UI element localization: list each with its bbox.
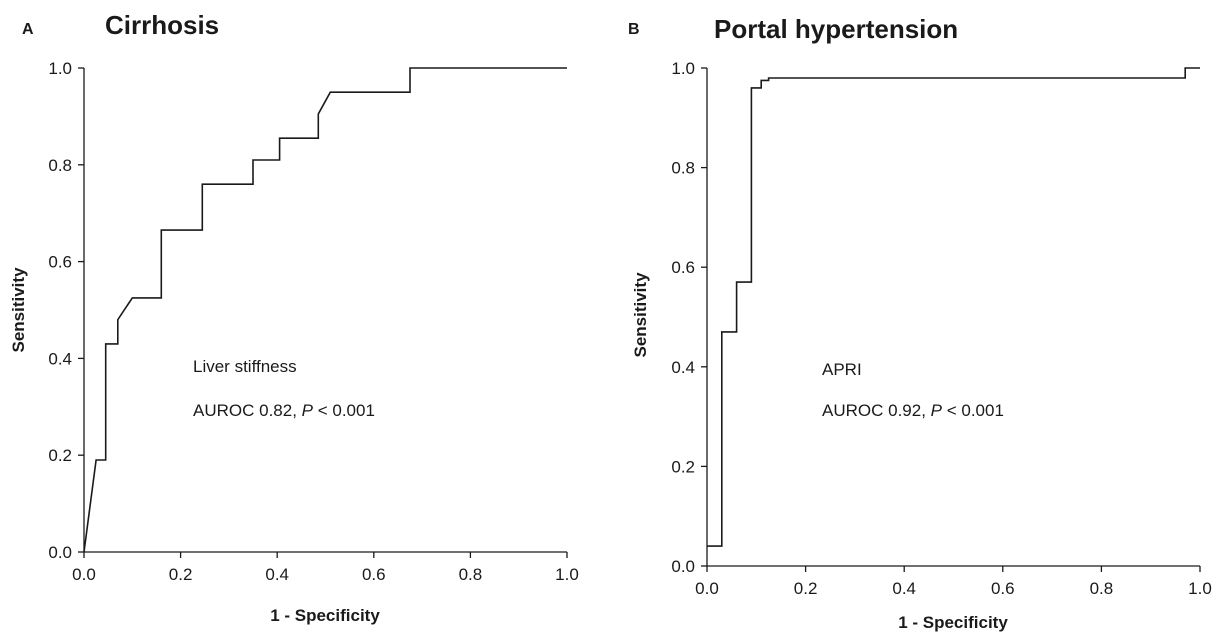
panel-a-y-tick-label: 0.8 — [48, 156, 72, 175]
panel-a-x-tick-label: 0.4 — [265, 565, 289, 584]
panel-b-x-ticks: 0.0 0.2 0.4 0.6 0.8 1.0 — [695, 566, 1212, 598]
panel-b-y-tick-label: 0.4 — [671, 358, 695, 377]
panel-a-p-value: < 0.001 — [313, 401, 375, 420]
panel-b-y-tick-label: 0.2 — [671, 457, 695, 476]
panel-a-roc-curve — [83, 67, 567, 553]
panel-b-x-tick-label: 0.4 — [892, 579, 916, 598]
panel-a-y-ticks: 0.0 0.2 0.4 0.6 0.8 1.0 — [48, 59, 84, 562]
panel-a-y-tick-label: 1.0 — [48, 59, 72, 78]
panel-a-y-tick-label: 0.6 — [48, 253, 72, 272]
panel-b-y-tick-label: 0.6 — [671, 258, 695, 277]
panel-b-roc-curve — [707, 67, 1200, 547]
panel-a-x-tick-label: 0.0 — [72, 565, 96, 584]
panel-b-x-tick-label: 1.0 — [1188, 579, 1212, 598]
panel-a-annotation-auroc: AUROC 0.82, P < 0.001 — [193, 401, 375, 420]
panel-a-auroc-prefix: AUROC 0.82, — [193, 401, 302, 420]
panel-b-x-axis-label: 1 - Specificity — [898, 613, 1008, 632]
panel-a-x-tick-label: 0.2 — [169, 565, 193, 584]
panel-b-title: Portal hypertension — [714, 14, 958, 44]
panel-b-y-tick-label: 1.0 — [671, 59, 695, 78]
panel-b-p-value: < 0.001 — [942, 401, 1004, 420]
panel-a-y-axis-label: Sensitivity — [9, 267, 28, 353]
panel-b-y-tick-label: 0.0 — [671, 557, 695, 576]
panel-a-x-ticks: 0.0 0.2 0.4 0.6 0.8 1.0 — [72, 552, 579, 584]
panel-b-annotation-auroc: AUROC 0.92, P < 0.001 — [822, 401, 1004, 420]
panel-b-letter: B — [628, 21, 640, 38]
panel-b-auroc-prefix: AUROC 0.92, — [822, 401, 931, 420]
panel-b-x-tick-label: 0.2 — [794, 579, 818, 598]
panel-b-y-axis-label: Sensitivity — [631, 272, 650, 358]
panel-a-x-tick-label: 0.8 — [459, 565, 483, 584]
panel-a-letter: A — [22, 21, 34, 38]
panel-a-p-symbol: P — [302, 401, 314, 420]
panel-b-p-symbol: P — [931, 401, 943, 420]
panel-a: A Cirrhosis 0.0 0.2 0.4 0.6 0.8 1.0 0.0 0.2 0.4… — [9, 10, 579, 625]
panel-a-x-tick-label: 1.0 — [555, 565, 579, 584]
panel-b-x-tick-label: 0.0 — [695, 579, 719, 598]
panel-a-y-tick-label: 0.4 — [48, 349, 72, 368]
panel-a-y-tick-label: 0.2 — [48, 446, 72, 465]
panel-a-x-tick-label: 0.6 — [362, 565, 386, 584]
panel-b-y-ticks: 0.0 0.2 0.4 0.6 0.8 1.0 — [671, 59, 707, 576]
panel-b-y-tick-label: 0.8 — [671, 159, 695, 178]
panel-b-annotation-label: APRI — [822, 360, 862, 379]
panel-b: B Portal hypertension 0.0 0.2 0.4 0.6 0.8 1.0… — [628, 14, 1212, 632]
panel-b-x-tick-label: 0.6 — [991, 579, 1015, 598]
panel-a-y-tick-label: 0.0 — [48, 543, 72, 562]
panel-b-x-tick-label: 0.8 — [1090, 579, 1114, 598]
panel-a-title: Cirrhosis — [105, 10, 219, 40]
panel-a-annotation-label: Liver stiffness — [193, 357, 297, 376]
panel-a-x-axis-label: 1 - Specificity — [270, 606, 380, 625]
